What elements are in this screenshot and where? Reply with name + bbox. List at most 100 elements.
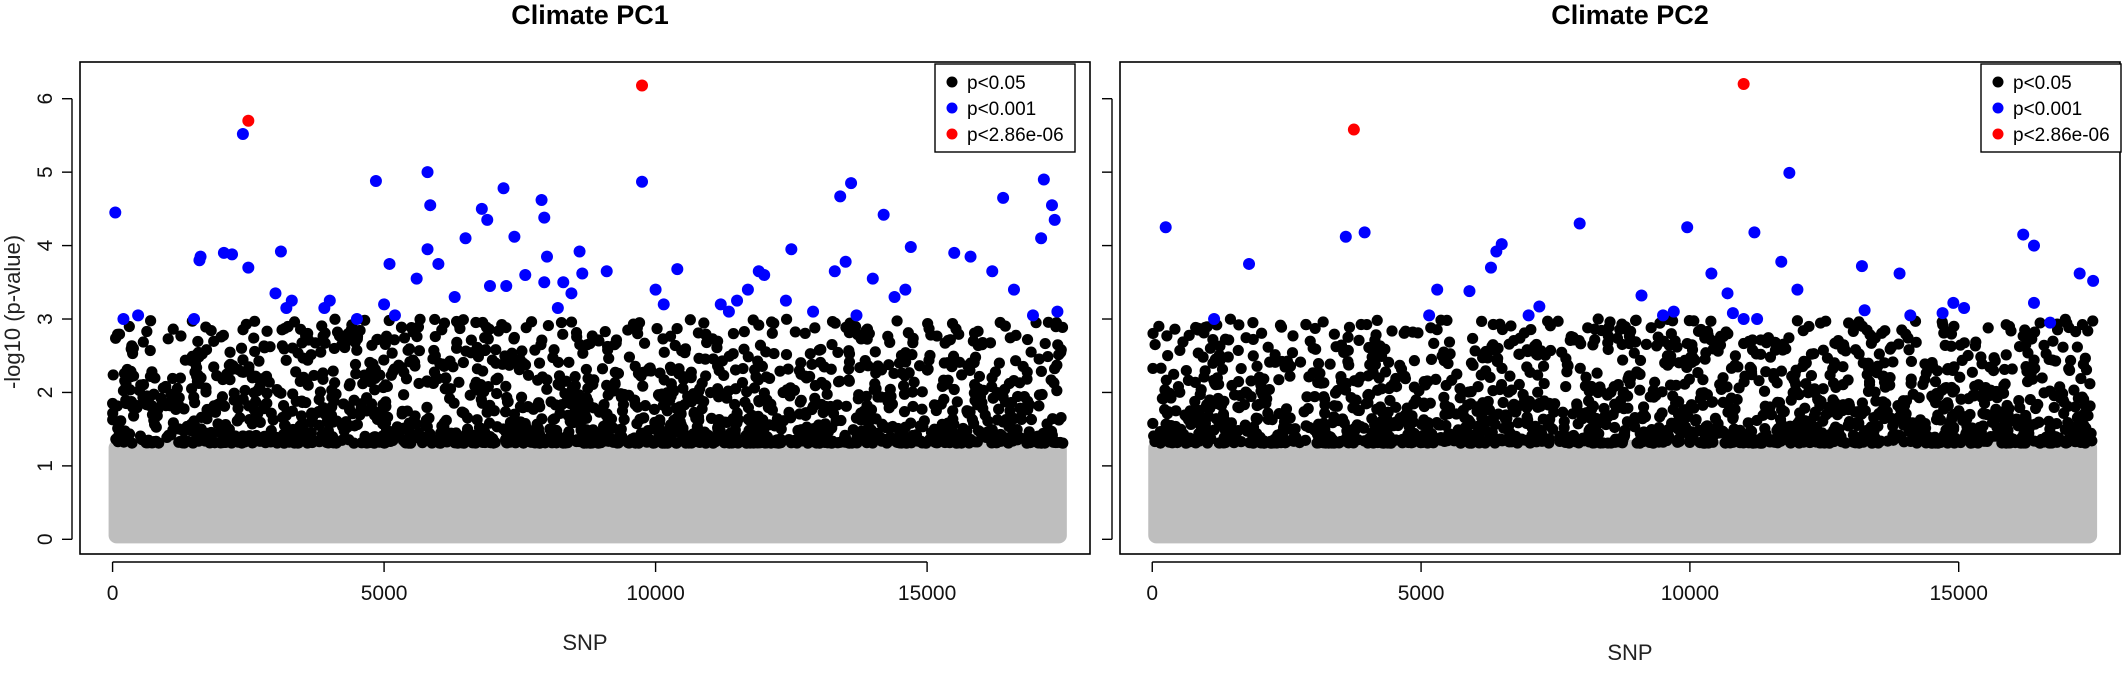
snp-point <box>806 403 818 416</box>
snp-point <box>1342 331 1354 343</box>
snp-point <box>1208 313 1221 326</box>
snp-point <box>200 382 212 394</box>
snp-point <box>690 427 703 440</box>
snp-point <box>676 345 688 357</box>
snp-point <box>1877 396 1889 408</box>
snp-point <box>714 425 726 437</box>
snp-point <box>794 408 806 420</box>
snp-point <box>1576 434 1588 446</box>
snp-point <box>2087 315 2099 327</box>
snp-point <box>1783 166 1796 179</box>
snp-point <box>2005 325 2017 337</box>
snp-point <box>1423 309 1436 322</box>
snp-point <box>991 387 1003 399</box>
y-axis: 0 1 2 3 4 5 6 <box>34 93 73 545</box>
snp-point <box>1633 368 1645 380</box>
snp-point <box>580 363 592 376</box>
snp-point <box>1557 406 1569 418</box>
snp-point <box>1255 327 1268 339</box>
y-tick-label: 6 <box>34 93 57 105</box>
snp-point <box>1055 346 1067 358</box>
snp-point <box>1149 338 1161 351</box>
snp-point <box>448 290 461 303</box>
snp-point <box>573 389 585 401</box>
snp-point <box>349 358 362 371</box>
legend-marker <box>946 76 958 88</box>
snp-point <box>1159 221 1172 234</box>
snp-point <box>1304 335 1316 347</box>
snp-point <box>1004 405 1016 417</box>
snp-point <box>142 437 154 449</box>
snp-point <box>648 403 660 415</box>
snp-point <box>576 267 589 280</box>
snp-point <box>1903 344 1915 356</box>
snp-point <box>1576 413 1589 425</box>
snp-point <box>1428 337 1440 350</box>
snp-point <box>329 313 341 325</box>
snp-point <box>541 383 553 395</box>
snp-point <box>868 383 880 396</box>
snp-point <box>412 427 425 439</box>
snp-point <box>1793 389 1805 401</box>
snp-point <box>1684 432 1696 444</box>
snp-point <box>1208 424 1220 436</box>
snp-point <box>254 416 266 428</box>
snp-point <box>1339 384 1352 396</box>
snp-point <box>508 230 521 243</box>
snp-point <box>2030 402 2042 415</box>
snp-point <box>1216 363 1229 375</box>
snp-point <box>298 419 310 431</box>
snp-point <box>602 340 614 353</box>
snp-point <box>1180 410 1192 422</box>
snp-point <box>1051 305 1064 318</box>
snp-point <box>231 415 243 427</box>
snp-point <box>2034 317 2046 329</box>
snp-point <box>1697 399 1709 411</box>
snp-point <box>1778 427 1790 440</box>
snp-point <box>1872 420 1884 432</box>
snp-point <box>1838 339 1850 351</box>
snp-point <box>1776 404 1788 416</box>
snp-point <box>407 354 419 366</box>
snp-point <box>1284 360 1297 372</box>
snp-point <box>850 309 863 322</box>
snp-point <box>1275 321 1288 333</box>
snp-point <box>1580 371 1592 383</box>
snp-point <box>1898 399 1911 412</box>
snp-point <box>779 294 792 307</box>
snp-point <box>1372 349 1384 361</box>
snp-point <box>966 413 978 426</box>
snp-point <box>132 309 145 322</box>
snp-point <box>1497 434 1509 446</box>
snp-point <box>1331 400 1343 412</box>
snp-point <box>1349 424 1361 437</box>
snp-point <box>232 402 244 414</box>
snp-point <box>742 351 754 363</box>
y-tick-label: 4 <box>34 239 57 251</box>
snp-point <box>1887 356 1899 368</box>
snp-point <box>781 384 793 396</box>
snp-point <box>1364 359 1376 371</box>
snp-point <box>458 407 470 419</box>
snp-point <box>677 382 689 394</box>
snp-point <box>1222 351 1234 363</box>
snp-point <box>1446 374 1458 386</box>
snp-point <box>554 379 566 391</box>
snp-point <box>305 426 317 438</box>
legend-label: p<0.001 <box>2013 99 2082 120</box>
snp-point <box>444 392 456 405</box>
snp-point <box>595 437 607 449</box>
snp-point <box>918 415 930 427</box>
snp-point <box>843 437 855 449</box>
snp-point <box>248 332 260 344</box>
snp-point <box>535 194 548 207</box>
nonsignificant-snp-band <box>108 439 1067 544</box>
snp-point <box>1645 322 1657 334</box>
snp-point <box>1317 316 1329 328</box>
snp-point <box>1310 343 1322 355</box>
x-axis-label: SNP <box>562 630 607 655</box>
snp-point <box>205 324 217 337</box>
snp-point <box>1154 434 1166 446</box>
snp-point <box>1154 425 1166 438</box>
snp-point <box>1964 433 1976 445</box>
